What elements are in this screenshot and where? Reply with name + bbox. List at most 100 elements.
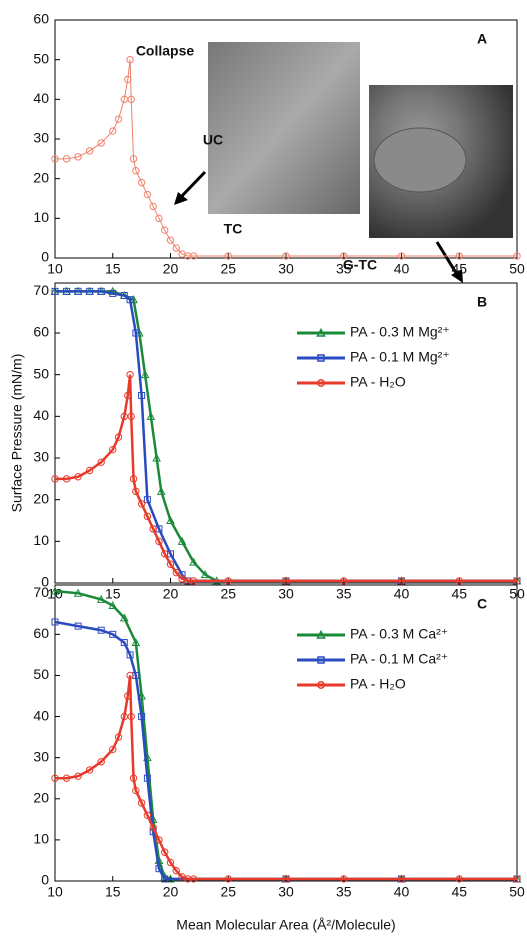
marker (149, 823, 157, 832)
annotation: TC (224, 221, 243, 237)
legend-label: PA - 0.3 M Mg²⁺ (350, 324, 450, 340)
marker (74, 153, 82, 161)
marker (149, 525, 157, 533)
marker (156, 486, 166, 495)
marker (97, 626, 105, 634)
marker (109, 445, 117, 454)
marker (138, 392, 146, 399)
marker (114, 733, 123, 741)
marker (189, 557, 198, 566)
marker (51, 774, 59, 782)
marker (161, 550, 169, 558)
marker (62, 774, 71, 782)
x-tick-label: 20 (163, 261, 179, 277)
x-tick-label: 35 (336, 586, 352, 602)
marker (155, 214, 163, 223)
marker (397, 252, 406, 260)
marker (126, 671, 134, 680)
y-tick-label: 20 (33, 789, 49, 805)
marker (85, 766, 94, 774)
x-tick-label: 35 (336, 261, 352, 277)
marker (143, 496, 151, 504)
marker (200, 570, 210, 579)
y-tick-label: 30 (33, 130, 49, 146)
y-tick-label: 30 (33, 449, 49, 465)
y-axis-label: Surface Pressure (mN/m) (9, 354, 25, 513)
y-tick-label: 50 (33, 365, 49, 381)
x-tick-label: 10 (47, 261, 63, 277)
marker (184, 875, 192, 883)
marker (161, 848, 169, 856)
marker (120, 95, 129, 104)
y-tick-label: 20 (33, 490, 49, 506)
marker (127, 95, 135, 104)
y-tick-label: 40 (33, 90, 49, 106)
marker (132, 167, 140, 175)
annotation: G-TC (343, 257, 377, 273)
arrowhead (174, 192, 188, 205)
x-tick-label: 50 (509, 884, 525, 900)
y-tick-label: 40 (33, 707, 49, 723)
marker (143, 190, 152, 199)
marker (126, 55, 134, 64)
marker (513, 252, 521, 260)
x-tick-label: 15 (105, 884, 121, 900)
marker (184, 252, 192, 260)
x-tick-label: 50 (509, 261, 525, 277)
x-tick-label: 45 (451, 261, 467, 277)
annotation: UC (203, 132, 223, 148)
arrow (435, 241, 460, 277)
marker (74, 473, 82, 481)
marker (137, 500, 146, 508)
arrow (178, 170, 207, 200)
y-tick-label: 10 (33, 209, 49, 225)
legend-marker (317, 681, 325, 689)
legend-label: PA - 0.3 M Ca²⁺ (350, 626, 448, 642)
annotation: Collapse (136, 43, 195, 59)
marker (340, 577, 348, 585)
legend-label: PA - H₂O (350, 676, 406, 692)
micrograph (208, 42, 360, 214)
marker (50, 586, 60, 595)
marker (224, 577, 232, 585)
marker (109, 630, 117, 638)
marker (161, 875, 169, 883)
legend-marker (316, 629, 326, 639)
marker (51, 155, 59, 163)
marker (172, 867, 180, 875)
marker (63, 287, 71, 295)
marker (172, 568, 180, 577)
x-tick-label: 20 (163, 586, 179, 602)
marker (120, 639, 128, 647)
marker (127, 712, 135, 721)
marker (166, 236, 175, 244)
y-tick-label: 30 (33, 748, 49, 764)
x-tick-label: 25 (220, 884, 236, 900)
marker (140, 370, 150, 379)
marker (51, 618, 59, 626)
marker (109, 289, 117, 297)
legend-marker (316, 327, 326, 337)
legend-marker (317, 379, 325, 387)
marker (177, 536, 187, 545)
marker (97, 139, 105, 147)
marker (397, 577, 406, 585)
marker (340, 875, 348, 883)
marker (97, 287, 105, 295)
marker (109, 127, 117, 135)
series-line (55, 675, 517, 881)
legend-label: PA - H₂O (350, 374, 406, 390)
arrowhead (451, 269, 463, 283)
marker (224, 875, 232, 883)
marker (166, 560, 175, 568)
y-tick-label: 60 (33, 324, 49, 340)
marker (129, 155, 138, 163)
marker (62, 155, 71, 163)
legend-marker (317, 656, 325, 664)
marker (124, 692, 132, 700)
marker (126, 370, 134, 379)
marker (161, 226, 169, 234)
x-tick-label: 15 (105, 586, 121, 602)
marker (62, 475, 71, 483)
marker (114, 115, 123, 123)
